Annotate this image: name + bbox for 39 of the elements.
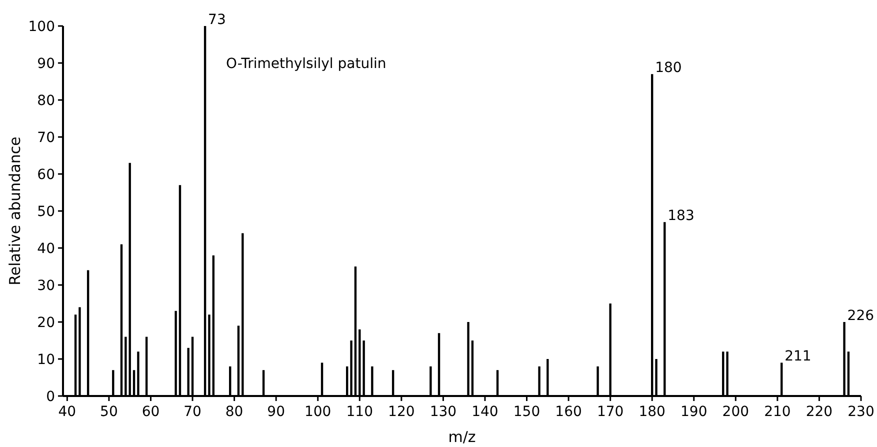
y-tick-label: 60 [37,166,55,183]
x-tick-label: 50 [100,404,118,420]
x-tick-label: 70 [184,404,202,420]
x-tick-label: 60 [142,404,160,420]
y-tick-label: 40 [37,240,55,257]
x-tick-label: 120 [388,404,415,420]
x-tick-label: 170 [596,404,624,420]
x-tick-label: 80 [225,404,244,420]
annotation: 73 [208,12,226,28]
y-tick-label: 0 [46,388,55,405]
x-tick-label: 150 [513,404,540,420]
annotation: 180 [655,60,682,76]
y-axis-title: Relative abundance [6,136,24,286]
x-tick-label: 40 [58,404,76,420]
x-tick-label: 210 [764,404,791,420]
annotation: 183 [668,208,694,224]
x-tick-label: 200 [722,404,750,420]
x-tick-label: 140 [472,404,498,420]
x-tick-label: 220 [806,404,833,420]
x-axis-title: m/z [448,428,476,446]
annotation: 226 [847,308,874,324]
annotation: 211 [784,348,812,365]
x-tick-label: 230 [848,404,874,420]
x-tick-label: 110 [346,404,374,420]
x-tick-label: 160 [555,404,582,420]
y-tick-label: 90 [37,56,55,72]
y-tick-label: 70 [37,130,55,146]
text: O-Trimethylsilyl patulin [226,56,386,72]
x-tick-label: 190 [680,404,708,420]
y-tick-label: 100 [28,18,55,35]
x-tick-label: 100 [304,404,332,420]
x-tick-label: 180 [638,404,666,420]
y-tick-label: 10 [37,352,55,368]
y-tick-label: 80 [37,92,55,109]
y-tick-label: 50 [37,204,55,220]
y-tick-label: 20 [37,314,55,331]
y-tick-label: 30 [37,278,55,294]
x-tick-label: 90 [267,404,285,420]
x-tick-label: 130 [430,404,457,420]
